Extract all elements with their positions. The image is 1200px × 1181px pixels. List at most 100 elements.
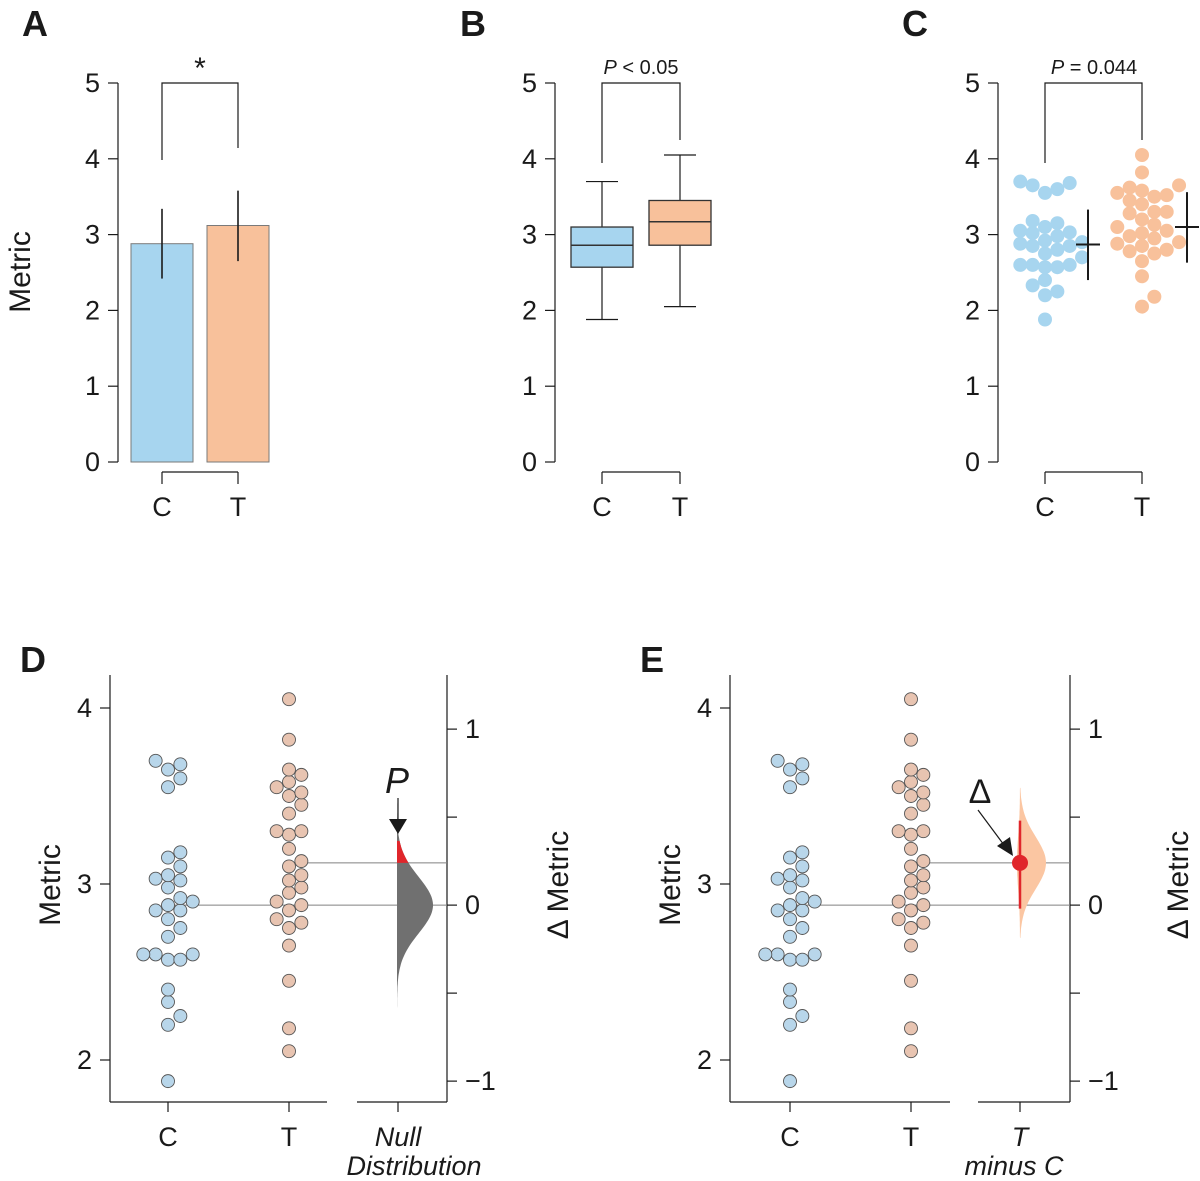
point-t	[269, 894, 284, 909]
point-t	[904, 827, 918, 842]
point-t	[294, 915, 309, 930]
point-t	[916, 824, 931, 839]
point-t	[282, 973, 296, 988]
point-c	[161, 898, 175, 913]
panel-a-ytick-label: 2	[85, 295, 100, 325]
panel-e-xtick-diff-1: T	[1012, 1122, 1031, 1152]
point-t	[269, 824, 284, 839]
point-c	[795, 771, 810, 786]
point-t	[916, 767, 931, 782]
bar-t	[206, 225, 270, 463]
panel-d-right-ytick-label: 1	[465, 714, 480, 744]
box-c	[570, 226, 634, 268]
point-c	[1050, 229, 1065, 244]
point-t	[916, 898, 931, 913]
effect-size-point	[1012, 854, 1028, 871]
point-c	[148, 947, 163, 962]
panel-d-xtick-null-2: Distribution	[346, 1151, 481, 1181]
panel-a-ylabel: Metric	[4, 231, 37, 313]
point-c	[1038, 220, 1052, 235]
point-c	[1038, 185, 1052, 200]
point-t	[904, 938, 918, 953]
point-c	[1013, 223, 1028, 238]
panel-e-ylabel: Metric	[654, 844, 687, 926]
panel-b-significance-bracket	[601, 82, 681, 163]
point-c	[1038, 233, 1052, 248]
null-distribution-tail	[397, 840, 409, 863]
point-t	[282, 806, 296, 821]
point-t	[282, 921, 296, 935]
point-t	[904, 732, 918, 747]
point-c	[185, 894, 200, 909]
point-c	[770, 871, 785, 886]
point-c	[161, 762, 175, 777]
panel-e-ytick-label: 3	[697, 869, 712, 899]
point-t	[916, 868, 931, 883]
point-t	[904, 1021, 918, 1036]
panel-a-ytick-label: 1	[85, 371, 100, 401]
point-t	[1135, 148, 1149, 163]
point-c	[807, 947, 822, 962]
panel-a-xtick-t: T	[230, 492, 247, 522]
point-c	[161, 1017, 175, 1032]
point-t	[269, 912, 284, 927]
point-t	[1147, 231, 1162, 246]
panel-b-p-annotation: P < 0.05	[603, 57, 678, 79]
point-c	[783, 780, 797, 795]
panel-e-right-ytick-label: −1	[1088, 1066, 1119, 1096]
panel-e-delta-marker: Δ	[969, 773, 992, 811]
panel-a-significance-star: *	[194, 52, 206, 85]
point-t	[916, 880, 931, 895]
panel-e-right-ytick-label: 0	[1088, 890, 1103, 920]
panel-b-xtick-t: T	[672, 492, 689, 522]
point-t	[282, 692, 296, 707]
point-c	[173, 1009, 188, 1023]
point-t	[904, 1044, 918, 1059]
panel-d-ytick-label: 4	[77, 693, 92, 723]
panel-d-ytick-label: 3	[77, 869, 92, 899]
point-t	[891, 912, 906, 927]
point-t	[904, 789, 918, 803]
point-c	[1038, 288, 1052, 303]
point-c	[1050, 260, 1065, 275]
point-t	[294, 854, 309, 869]
point-c	[795, 859, 810, 874]
point-c	[1062, 257, 1077, 272]
point-t	[282, 732, 296, 747]
bar-c	[130, 243, 194, 463]
point-t	[1110, 236, 1125, 251]
point-c	[783, 850, 797, 865]
point-t	[891, 894, 906, 909]
point-t	[1159, 188, 1174, 203]
point-c	[1025, 213, 1040, 228]
point-c	[148, 871, 163, 886]
point-t	[282, 1044, 296, 1059]
point-t	[1147, 204, 1162, 219]
panel-c-xtick-t: T	[1134, 492, 1151, 522]
panel-b-xtick-c: C	[592, 492, 612, 522]
point-c	[783, 880, 797, 895]
panel-b-ytick-label: 1	[522, 371, 537, 401]
panel-e-ytick-label: 2	[697, 1045, 712, 1075]
panel-d-p-arrow-head	[389, 819, 407, 834]
point-c	[136, 947, 151, 962]
point-t	[282, 789, 296, 803]
point-t	[1135, 212, 1149, 227]
point-t	[282, 774, 296, 789]
point-c	[783, 929, 797, 944]
point-c	[161, 952, 175, 967]
point-t	[1135, 226, 1149, 241]
panel-a-ytick-label: 0	[85, 447, 100, 477]
point-c	[783, 762, 797, 777]
point-t	[1122, 244, 1137, 259]
point-c	[173, 771, 188, 786]
point-c	[783, 952, 797, 967]
point-c	[1050, 242, 1065, 257]
panel-c-ytick-label: 1	[965, 371, 980, 401]
point-t	[294, 785, 309, 800]
point-t	[1135, 165, 1149, 180]
point-t	[294, 880, 309, 895]
panel-e-xtick-t: T	[903, 1122, 920, 1152]
point-t	[904, 885, 918, 900]
point-c	[161, 912, 175, 927]
